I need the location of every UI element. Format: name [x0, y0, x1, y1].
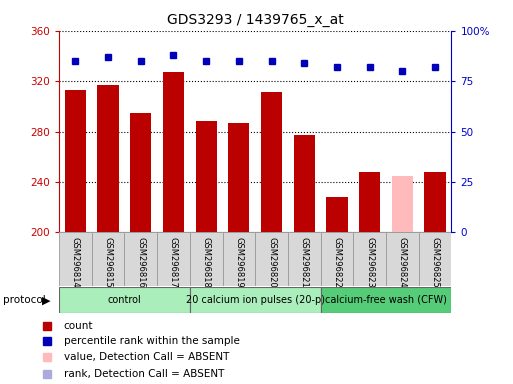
Text: value, Detection Call = ABSENT: value, Detection Call = ABSENT	[64, 352, 229, 362]
Text: count: count	[64, 321, 93, 331]
Bar	[261, 93, 282, 232]
Bar	[157, 232, 190, 286]
Bar	[190, 287, 321, 313]
Bar	[419, 232, 451, 286]
Bar	[124, 232, 157, 286]
Text: calcium-free wash (CFW): calcium-free wash (CFW)	[325, 295, 447, 305]
Bar	[353, 232, 386, 286]
Bar	[321, 232, 353, 286]
Bar	[163, 72, 184, 232]
Text: GSM296815: GSM296815	[104, 237, 112, 287]
Text: protocol: protocol	[3, 295, 45, 305]
Bar	[65, 90, 86, 232]
Bar	[359, 172, 380, 232]
Bar	[293, 135, 315, 232]
Bar	[424, 172, 446, 232]
Text: GSM296817: GSM296817	[169, 237, 178, 288]
Bar	[59, 232, 92, 286]
Bar	[130, 113, 151, 232]
Bar	[288, 232, 321, 286]
Bar	[386, 232, 419, 286]
Text: GSM296816: GSM296816	[136, 237, 145, 288]
Bar	[326, 197, 348, 232]
Title: GDS3293 / 1439765_x_at: GDS3293 / 1439765_x_at	[167, 13, 344, 27]
Text: ▶: ▶	[42, 295, 51, 305]
Text: 20 calcium ion pulses (20-p): 20 calcium ion pulses (20-p)	[186, 295, 325, 305]
Text: GSM296824: GSM296824	[398, 237, 407, 287]
Bar	[97, 85, 119, 232]
Bar	[190, 232, 223, 286]
Bar	[59, 287, 190, 313]
Text: GSM296823: GSM296823	[365, 237, 374, 288]
Bar	[392, 175, 413, 232]
Text: GSM296821: GSM296821	[300, 237, 309, 287]
Text: GSM296820: GSM296820	[267, 237, 276, 287]
Bar	[223, 232, 255, 286]
Text: GSM296819: GSM296819	[234, 237, 243, 287]
Bar	[321, 287, 451, 313]
Text: GSM296825: GSM296825	[430, 237, 440, 287]
Text: GSM296822: GSM296822	[332, 237, 342, 287]
Text: rank, Detection Call = ABSENT: rank, Detection Call = ABSENT	[64, 369, 224, 379]
Text: control: control	[108, 295, 141, 305]
Text: GSM296814: GSM296814	[71, 237, 80, 287]
Bar	[195, 121, 217, 232]
Bar	[92, 232, 125, 286]
Text: percentile rank within the sample: percentile rank within the sample	[64, 336, 240, 346]
Text: GSM296818: GSM296818	[202, 237, 211, 288]
Bar	[255, 232, 288, 286]
Bar	[228, 123, 249, 232]
